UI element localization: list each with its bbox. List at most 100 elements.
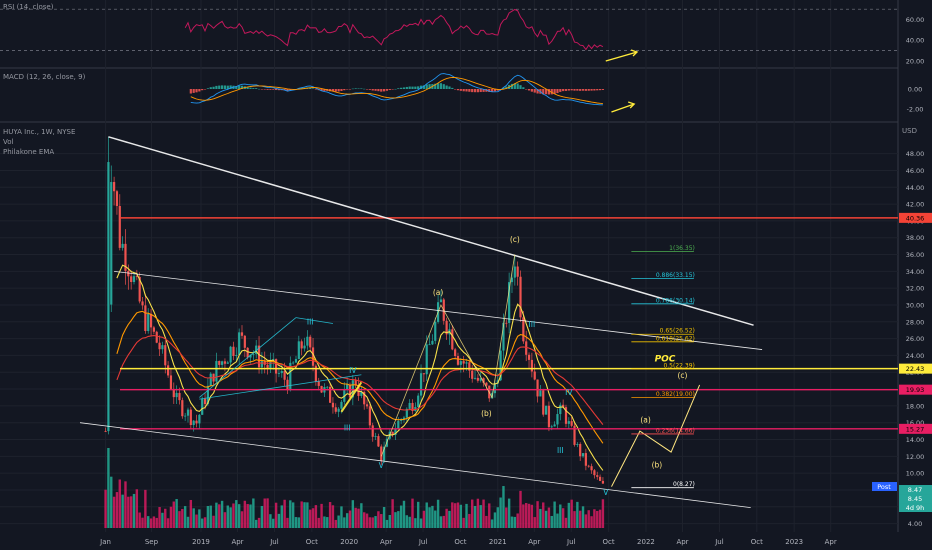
macd-histogram-bar	[223, 85, 227, 89]
projection-path	[611, 384, 701, 487]
candle-body	[462, 361, 465, 364]
macd-histogram-bar	[235, 86, 238, 89]
macd-histogram-bar	[377, 89, 380, 92]
volume-bar	[502, 486, 505, 528]
candle-body	[394, 429, 397, 435]
candle-body	[530, 359, 533, 372]
macd-histogram-bar	[309, 87, 312, 89]
candle-body	[428, 344, 431, 346]
macd-pane[interactable]: 0.00 -2.00	[189, 73, 924, 114]
candle-body	[124, 243, 127, 271]
price-axis[interactable]: 4.006.008.0010.0012.0014.0016.0018.0020.…	[872, 150, 932, 528]
candle-body	[505, 322, 508, 324]
macd-histogram-bar	[451, 87, 454, 89]
trendline	[340, 381, 363, 413]
volume-bar	[513, 516, 517, 528]
candle-body	[167, 365, 170, 376]
volume-bar	[161, 512, 164, 528]
wave-label: III	[557, 446, 564, 455]
macd-histogram-bar	[357, 88, 360, 89]
volume-bar	[442, 515, 445, 528]
candle-body	[553, 424, 556, 427]
volume-bar	[343, 517, 346, 528]
macd-histogram-bar	[542, 89, 545, 95]
macd-histogram-bar	[525, 89, 528, 90]
volume-bar	[340, 506, 343, 528]
price-tick-label: 28.00	[906, 318, 925, 326]
level-badge	[899, 423, 932, 434]
macd-histogram-bar	[468, 89, 471, 92]
candle-body	[368, 406, 371, 426]
volume-bar	[419, 518, 423, 528]
candle-body	[110, 182, 113, 305]
fib-level-label: 0(8.27)	[673, 481, 695, 488]
volume-bar	[115, 492, 119, 528]
wave-label: V	[379, 461, 385, 470]
volume-bar	[218, 504, 221, 528]
time-axis[interactable]: Jan Sep 2019 Apr Jul Oct 2020 Apr Jul Oct 2021 Apr J…	[99, 538, 837, 546]
volume-bar	[564, 517, 568, 528]
macd-tick-label: -2.00	[907, 106, 924, 114]
time-tick-label: Oct	[454, 538, 466, 546]
volume-bar	[209, 505, 212, 528]
volume-bar	[291, 502, 295, 528]
macd-histogram-bar	[385, 89, 389, 91]
wave-label: (c)	[510, 235, 520, 244]
candle-body	[181, 400, 184, 417]
volume-bar	[112, 496, 116, 528]
volume-bar	[425, 502, 428, 528]
candle-body	[573, 425, 576, 445]
volume-bar	[175, 499, 178, 528]
level-badge	[899, 384, 932, 395]
rsi-annotation-arrow	[605, 51, 638, 62]
ema-line	[116, 264, 604, 471]
candle-body	[590, 466, 593, 471]
price-tick-label: 42.00	[906, 201, 925, 209]
price-tick-label: 44.00	[906, 184, 925, 192]
volume-bar	[422, 510, 426, 528]
macd-histogram-bar	[206, 88, 209, 89]
candle-body	[269, 361, 272, 368]
volume-bar	[124, 481, 127, 528]
candle-body	[203, 398, 207, 405]
rsi-legend: RSI (14, close)	[3, 3, 54, 11]
candle-body	[576, 444, 579, 445]
candle-body	[556, 414, 559, 425]
volume-bar	[294, 517, 298, 528]
volume-bar	[507, 498, 511, 528]
candle-body	[456, 356, 460, 365]
candle-body	[169, 375, 173, 389]
trendline	[295, 317, 334, 324]
candle-body	[243, 335, 246, 348]
macd-histogram-bar	[473, 89, 477, 93]
time-tick-label: Jul	[714, 538, 724, 546]
macd-histogram-bar	[269, 89, 272, 90]
volume-bar	[226, 505, 229, 528]
candle-body	[221, 361, 224, 365]
volume-bar	[149, 518, 153, 528]
macd-histogram-bar	[513, 83, 516, 89]
wave-label: (b)	[652, 460, 663, 469]
candle-body	[397, 420, 400, 430]
volume-bar	[229, 507, 232, 528]
candle-body	[135, 276, 138, 277]
candlestick-series[interactable]	[104, 136, 605, 484]
candle-body	[317, 381, 320, 386]
volume-bar	[337, 515, 340, 528]
drawings[interactable]: POC 1(36.35) 0.886(33.15) 0.786(30.14) 0.65(…	[79, 136, 898, 509]
volume-bar	[345, 513, 349, 528]
volume-bar	[331, 505, 335, 528]
volume-bar	[110, 476, 113, 528]
volume-bar	[272, 518, 275, 528]
volume-bar	[561, 508, 565, 528]
volume-bar	[593, 509, 596, 528]
volume-bar	[542, 502, 545, 528]
macd-histogram-bar	[436, 83, 440, 89]
volume-bar	[107, 448, 110, 528]
candle-body	[132, 276, 136, 283]
volume-bar	[493, 512, 497, 528]
rsi-pane[interactable]: 60.00 40.00 20.00	[0, 8, 924, 65]
volume-bar	[351, 500, 355, 528]
macd-histogram-bar	[417, 86, 420, 89]
